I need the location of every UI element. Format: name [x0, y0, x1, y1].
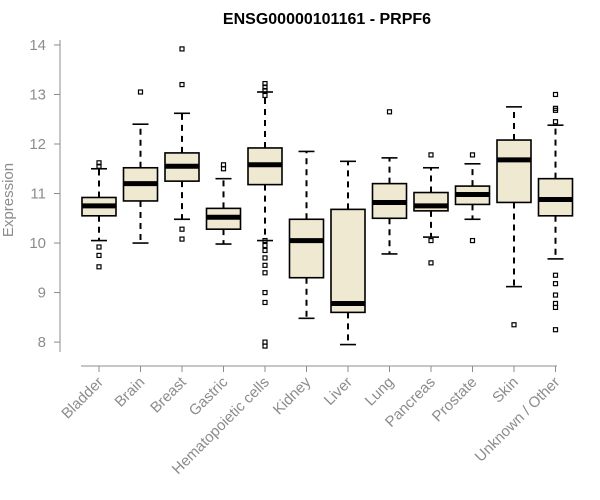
box-group: [122, 89, 159, 244]
outlier-point: [220, 166, 227, 172]
y-tick-label: 12: [29, 136, 46, 153]
y-axis-ticks: 8 9 10 11 12 13 14: [29, 37, 60, 351]
outlier-point: [469, 237, 476, 244]
outlier-point: [96, 160, 102, 166]
x-tick-label: Breast: [147, 373, 190, 416]
y-tick-label: 11: [30, 186, 46, 203]
box-group: [454, 152, 491, 244]
outlier-point: [262, 262, 268, 268]
outlier-point: [262, 237, 268, 244]
box-group: [81, 160, 117, 270]
outlier-point: [428, 152, 434, 158]
x-tick-label: Liver: [321, 374, 356, 409]
y-tick-label: 10: [29, 235, 46, 252]
outlier-point: [552, 119, 559, 125]
y-tick-label: 14: [29, 37, 46, 54]
outlier-point: [262, 289, 268, 296]
box-group: [537, 91, 574, 333]
x-tick-label: Kidney: [270, 373, 315, 418]
outlier-point: [262, 242, 268, 249]
outlier-point: [262, 299, 268, 306]
outlier-point: [96, 252, 102, 259]
outlier-point: [552, 327, 559, 333]
outlier-point: [428, 237, 434, 244]
outlier-point: [262, 92, 268, 99]
box-group: [205, 162, 242, 245]
outlier-point: [137, 89, 144, 95]
x-tick-label: Prostate: [429, 374, 481, 426]
x-tick-label: Skin: [489, 374, 522, 407]
outlier-point: [552, 304, 559, 311]
x-tick-label: Lung: [362, 374, 398, 410]
outlier-point: [179, 81, 185, 88]
outlier-point: [262, 343, 268, 349]
outlier-point: [96, 244, 102, 250]
outlier-point: [552, 292, 559, 298]
outlier-point: [262, 247, 268, 254]
outlier-point: [428, 260, 434, 266]
iqr-box: [330, 208, 366, 314]
y-tick-label: 8: [38, 334, 46, 351]
iqr-box: [288, 218, 325, 279]
outlier-point: [386, 109, 393, 115]
box-group: [164, 46, 200, 242]
box-series: [81, 46, 574, 349]
box-group: [413, 152, 449, 266]
outlier-point: [552, 91, 559, 98]
outlier-point: [469, 152, 476, 158]
outlier-point: [179, 236, 185, 242]
box-group: [288, 150, 325, 320]
y-axis-label: Expression: [0, 163, 17, 237]
outlier-point: [262, 255, 268, 261]
box-group: [247, 80, 283, 349]
outlier-point: [511, 322, 517, 328]
box-group: [330, 160, 366, 346]
outlier-point: [179, 226, 185, 232]
outlier-point: [262, 270, 268, 276]
x-tick-label: Bladder: [58, 374, 107, 423]
y-tick-label: 13: [29, 86, 46, 103]
outlier-point: [552, 107, 559, 113]
chart-title: ENSG00000101161 - PRPF6: [223, 11, 431, 28]
outlier-point: [552, 272, 559, 278]
x-tick-label: Brain: [112, 374, 149, 411]
outlier-point: [96, 264, 102, 270]
box-group: [371, 109, 408, 255]
outlier-point: [179, 46, 185, 52]
box-group: [496, 106, 532, 328]
iqr-box: [496, 139, 532, 204]
y-tick-label: 9: [38, 285, 46, 302]
outlier-point: [262, 87, 268, 94]
outlier-point: [552, 281, 559, 287]
